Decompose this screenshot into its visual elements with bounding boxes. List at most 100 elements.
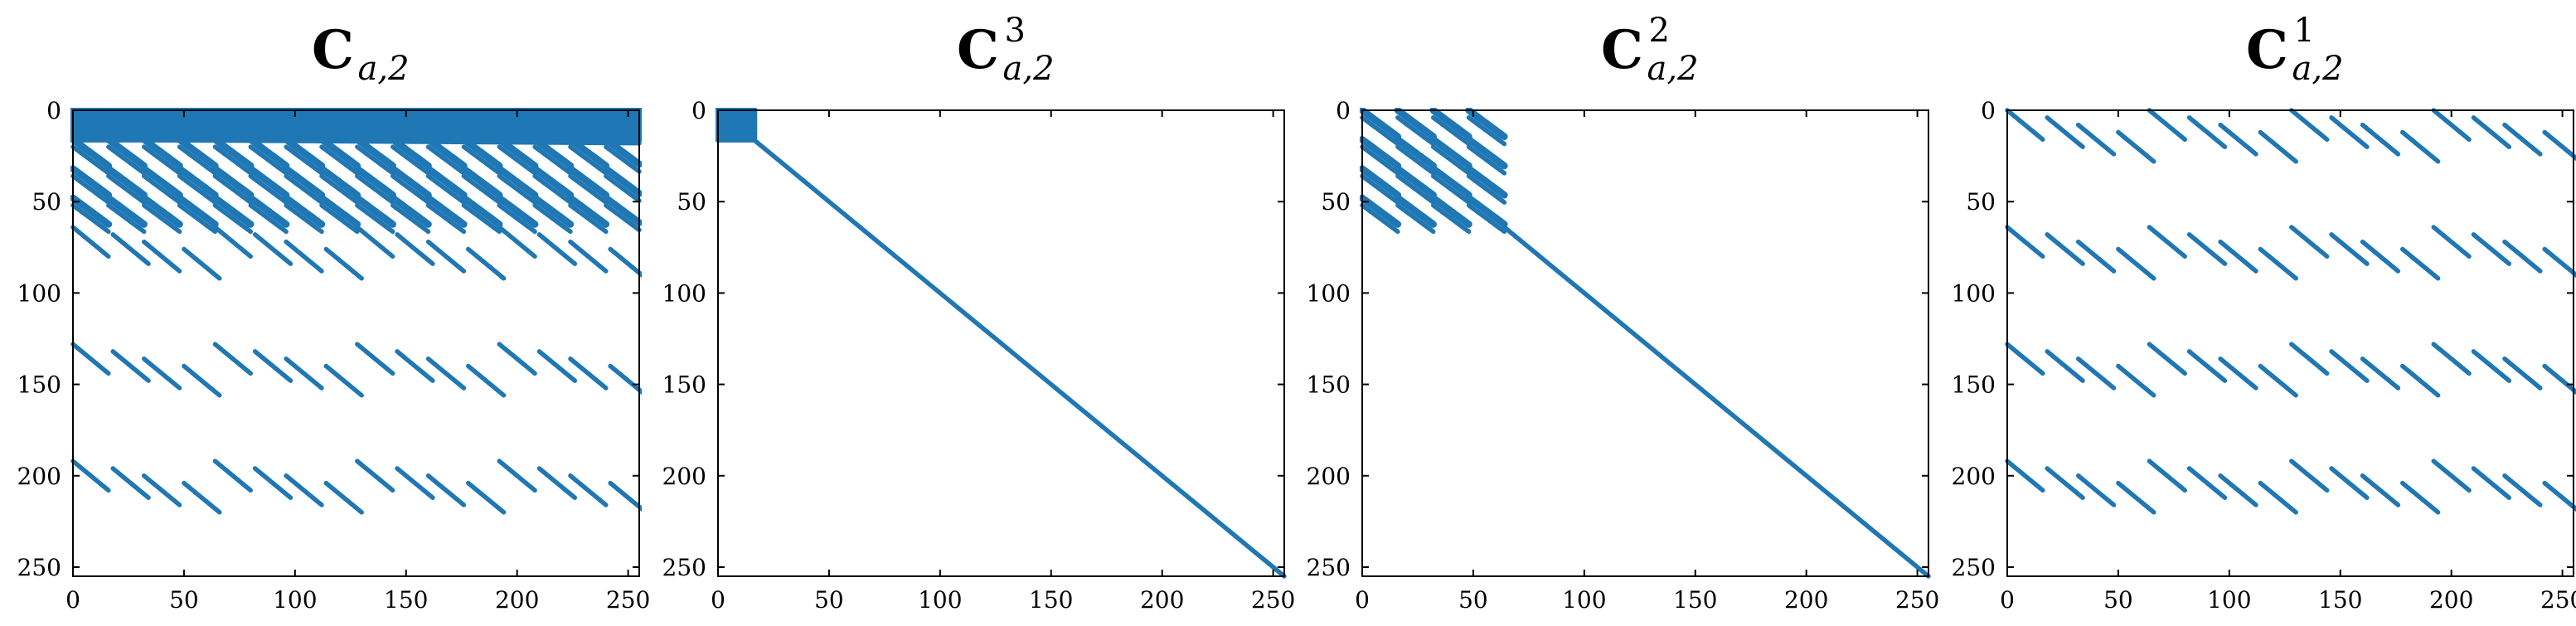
- wave-band-segment: [202, 214, 219, 228]
- wave-band-segment: [274, 214, 290, 228]
- title-subscript: a,2: [2292, 50, 2344, 88]
- wave-band-segment: [380, 214, 396, 228]
- wave-band-segment: [133, 222, 147, 235]
- diagonal-stripe: [70, 225, 111, 260]
- title-base: C: [957, 19, 999, 81]
- diagonal-stripe: [323, 363, 364, 398]
- wave-band-segment: [523, 222, 537, 235]
- diagonal-stripe: [2147, 108, 2188, 143]
- title-subscript: a,2: [1003, 50, 1055, 88]
- wave-band-segment: [415, 155, 432, 170]
- wave-band-segment: [1420, 126, 1437, 140]
- diagonal-stripe: [2005, 342, 2045, 376]
- diagonal-stripe: [2186, 115, 2228, 149]
- diagonal-stripe: [2329, 466, 2370, 500]
- wave-band-segment: [1385, 214, 1402, 228]
- wave-band-segment: [133, 193, 147, 205]
- wave-band-segment: [344, 185, 361, 199]
- wave-band-segment: [95, 214, 113, 228]
- diagonal-stripe: [2147, 225, 2188, 260]
- wave-band-segment: [630, 222, 642, 233]
- wave-band-segment: [522, 185, 539, 199]
- wave-band-segment: [594, 164, 609, 176]
- diagonal-stripe: [2400, 480, 2441, 515]
- diagonal-stripe: [2542, 363, 2576, 395]
- wave-band-segment: [274, 155, 290, 170]
- diagonal-stripe: [2218, 122, 2258, 157]
- title-base: C: [1601, 19, 1643, 81]
- wave-band-segment: [1492, 155, 1508, 170]
- x-tick-label: 100: [273, 586, 317, 614]
- diagonal-stripe: [568, 473, 609, 507]
- diagonal-stripe: [2502, 356, 2543, 391]
- y-tick-label: 100: [17, 279, 61, 307]
- diagonal-stripe: [252, 232, 293, 266]
- diagonal-stripe: [497, 459, 537, 493]
- wave-band-segment: [1456, 126, 1472, 140]
- diagonal-stripe: [2502, 239, 2543, 274]
- y-tick-label: 150: [1307, 371, 1351, 399]
- wave-band-segment: [593, 214, 610, 228]
- y-tick-label: 0: [1981, 97, 1996, 124]
- diagonal-stripe: [2329, 232, 2370, 266]
- wave-band-segment: [487, 214, 503, 228]
- title-superscript: 1: [2294, 12, 2315, 50]
- x-tick-label: 250: [606, 586, 650, 614]
- wave-band-segment: [274, 185, 290, 199]
- y-tick-label: 200: [17, 463, 61, 490]
- diagonal-stripe: [2116, 480, 2156, 515]
- wave-band-segment: [1420, 185, 1437, 199]
- wave-band-segment: [203, 222, 218, 235]
- diagonal-stripe: [395, 232, 435, 266]
- diagonal-stripe: [568, 239, 609, 274]
- wave-band-segment: [238, 185, 255, 199]
- wave-band-segment: [346, 222, 360, 235]
- diagonal-stripe: [2116, 246, 2156, 281]
- wave-band-segment: [1422, 134, 1436, 147]
- wave-band-segment: [523, 193, 537, 205]
- wave-band-segment: [628, 214, 642, 226]
- diagonal-stripe: [2005, 459, 2045, 493]
- y-tick-label: 50: [677, 188, 706, 216]
- plot-area: [2005, 108, 2576, 515]
- wave-band-segment: [133, 164, 147, 176]
- wave-band-segment: [309, 155, 326, 170]
- wave-band-segment: [95, 185, 113, 199]
- x-tick-label: 250: [1895, 586, 1939, 614]
- wave-band-segment: [1422, 222, 1436, 235]
- wave-band-segment: [97, 222, 111, 235]
- diagonal-stripe: [466, 363, 507, 398]
- wave-band-segment: [239, 164, 254, 176]
- diagonal-stripe: [2218, 239, 2258, 274]
- diagonal-stripe: [2289, 225, 2330, 260]
- x-tick-label: 150: [2318, 586, 2362, 614]
- diagonal-stripe: [425, 239, 467, 274]
- diagonal-stripe: [110, 232, 151, 266]
- wave-band-segment: [274, 193, 289, 205]
- y-tick-label: 0: [46, 97, 61, 124]
- diagonal-stripe: [252, 466, 293, 500]
- diagonal-stripe: [497, 342, 537, 376]
- diagonal-stripe: [182, 363, 222, 398]
- wave-band-segment: [380, 185, 396, 199]
- wave-band-segment: [203, 193, 218, 205]
- wave-band-segment: [522, 155, 539, 170]
- diagonal-stripe: [2289, 108, 2330, 143]
- wave-band-segment: [1492, 193, 1507, 205]
- wave-band-segment: [559, 193, 573, 205]
- wave-band-segment: [452, 164, 467, 176]
- diagonal-stripe: [2218, 473, 2258, 507]
- wave-band-segment: [630, 193, 642, 203]
- diagonal-stripe: [141, 239, 182, 274]
- diagonal-stripe: [2289, 459, 2330, 493]
- diagonal-stripe: [2186, 349, 2228, 383]
- diagonal-stripe: [323, 480, 364, 515]
- x-tick-label: 50: [814, 586, 844, 614]
- wave-band-segment: [1386, 193, 1400, 205]
- x-tick-label: 100: [918, 586, 962, 614]
- diagonal-stripe: [2329, 349, 2370, 383]
